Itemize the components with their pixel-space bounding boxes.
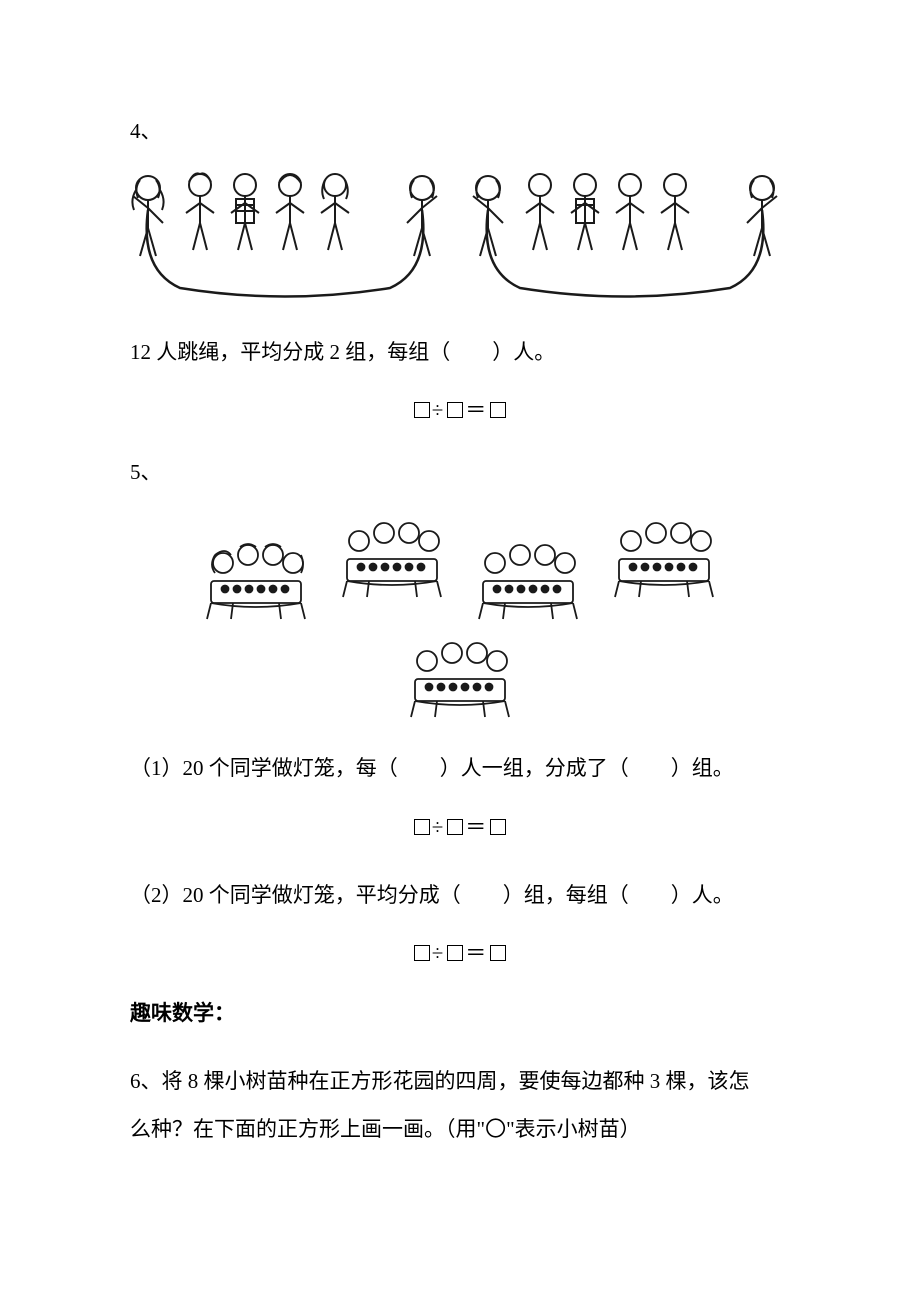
table-group — [193, 533, 319, 621]
q5-2-c: ）人。 — [671, 883, 734, 907]
eq-box[interactable] — [447, 819, 463, 835]
q5-number: 5、 — [130, 456, 790, 486]
q5-1-blank2[interactable] — [629, 756, 671, 780]
eq-box[interactable] — [490, 819, 506, 835]
q5-1-blank1[interactable] — [398, 756, 440, 780]
equals-sign: ＝ — [465, 815, 488, 839]
q5-2-blank2[interactable] — [629, 883, 671, 907]
eq-box[interactable] — [414, 819, 430, 835]
table-group — [601, 511, 727, 599]
q5-2-b: ）组，每组（ — [503, 883, 629, 907]
q6-line1: 6、将 8 棵小树苗种在正方形花园的四周，要使每边都种 3 棵，该怎 — [130, 1057, 790, 1105]
divide-sign: ÷ — [432, 815, 446, 839]
eq-box[interactable] — [414, 402, 430, 418]
q4-text: 12 人跳绳，平均分成 2 组，每组（ ）人。 — [130, 328, 790, 376]
jump-rope-group-1 — [130, 170, 440, 298]
eq-box[interactable] — [490, 945, 506, 961]
jump-rope-group-2 — [470, 170, 780, 298]
eq-box[interactable] — [490, 402, 506, 418]
equals-sign: ＝ — [465, 941, 488, 965]
q4-blank[interactable] — [450, 340, 492, 364]
q5-2-equation: ÷＝ — [130, 937, 790, 967]
q5-1-c: ）组。 — [671, 756, 734, 780]
fun-math-header: 趣味数学： — [130, 997, 790, 1027]
divide-sign: ÷ — [432, 398, 446, 422]
q5-1-b: ）人一组，分成了（ — [440, 756, 629, 780]
eq-box[interactable] — [447, 945, 463, 961]
q5-2-a: （2）20 个同学做灯笼，平均分成（ — [130, 883, 461, 907]
divide-sign: ÷ — [432, 941, 446, 965]
q6-text: 6、将 8 棵小树苗种在正方形花园的四周，要使每边都种 3 棵，该怎 么种？在下… — [130, 1057, 790, 1154]
q4-text-a: 12 人跳绳，平均分成 2 组，每组（ — [130, 340, 450, 364]
q6-line2: 么种？在下面的正方形上画一画。（用"〇"表示小树苗） — [130, 1105, 790, 1153]
equals-sign: ＝ — [465, 398, 488, 422]
q4-illustration — [130, 170, 790, 298]
q5-1-equation: ÷＝ — [130, 811, 790, 841]
q4-equation: ÷＝ — [130, 394, 790, 424]
table-group — [329, 511, 455, 599]
q5-sub2: （2）20 个同学做灯笼，平均分成（ ）组，每组（ ）人。 — [130, 871, 790, 919]
q5-1-a: （1）20 个同学做灯笼，每（ — [130, 756, 398, 780]
eq-box[interactable] — [447, 402, 463, 418]
q5-2-blank1[interactable] — [461, 883, 503, 907]
q4-text-b: ）人。 — [492, 340, 555, 364]
eq-box[interactable] — [414, 945, 430, 961]
q4-number: 4、 — [130, 115, 790, 145]
table-group — [397, 631, 523, 719]
table-group — [465, 533, 591, 621]
q5-illustration — [130, 511, 790, 719]
q5-sub1: （1）20 个同学做灯笼，每（ ）人一组，分成了（ ）组。 — [130, 744, 790, 792]
